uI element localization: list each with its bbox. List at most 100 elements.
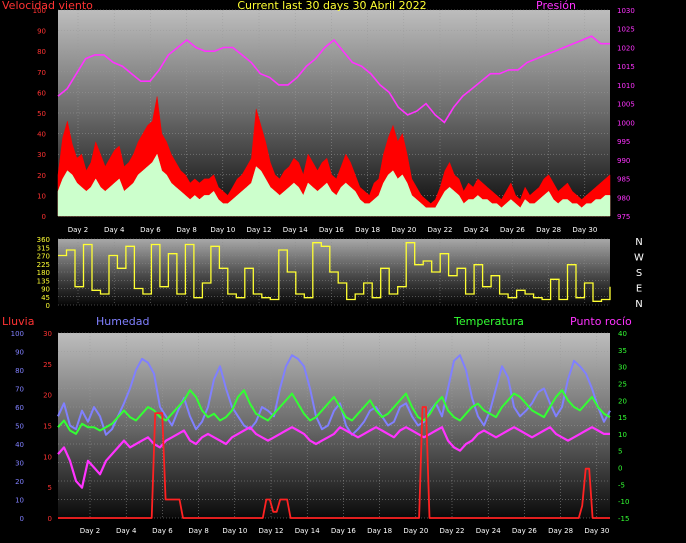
line-pressure (57, 35, 610, 124)
x-tick-label-bottom: Day 26 (512, 527, 538, 535)
y-tick-label-wind: 10 (37, 192, 46, 200)
compass-label: W (634, 253, 644, 264)
y-tick-label-wind: 90 (37, 28, 46, 36)
x-tick-label-top: Day 4 (104, 226, 125, 234)
x-tick-label-top: Day 20 (391, 226, 416, 234)
y-tick-label-direction: 90 (41, 286, 50, 294)
x-tick-label-bottom: Day 2 (80, 527, 101, 535)
label-lluvia: Lluvia (2, 315, 34, 328)
y-tick-label-pressure: 980 (617, 194, 630, 202)
label-velocidad-viento: Velocidad viento (2, 0, 93, 12)
y-tick-label-humidity: 50 (15, 423, 24, 431)
y-tick-label-rain: 10 (43, 453, 52, 461)
y-tick-label-wind: 40 (37, 131, 46, 139)
x-tick-label-bottom: Day 10 (222, 527, 247, 535)
y-tick-label-humidity: 40 (15, 441, 24, 449)
y-tick-label-direction: 315 (37, 244, 50, 252)
x-tick-label-bottom: Day 30 (584, 527, 609, 535)
grid-bottom (58, 332, 610, 519)
x-tick-label-bottom: Day 28 (548, 527, 573, 535)
y-tick-label-direction: 180 (37, 269, 50, 277)
compass-label: N (635, 237, 642, 248)
x-tick-label-top: Day 6 (140, 226, 161, 234)
x-tick-label-top: Day 8 (176, 226, 197, 234)
x-tick-label-top: Day 28 (536, 226, 561, 234)
y-tick-label-humidity: 80 (15, 367, 24, 375)
y-tick-label-temperature: 5 (618, 448, 622, 456)
grid-direction (58, 238, 610, 306)
y-tick-label-wind: 30 (37, 151, 46, 159)
y-tick-label-rain: 25 (43, 361, 52, 369)
x-tick-label-top: Day 26 (500, 226, 526, 234)
y-tick-label-temperature: -5 (618, 481, 625, 489)
label-punto-rocio: Punto rocío (570, 315, 632, 328)
y-tick-label-temperature: 25 (618, 380, 627, 388)
label-presion: Presión (536, 0, 576, 12)
x-tick-label-top: Day 16 (319, 226, 345, 234)
x-tick-label-bottom: Day 6 (152, 527, 173, 535)
y-tick-label-rain: 30 (43, 330, 52, 338)
y-tick-label-rain: 15 (43, 423, 52, 431)
line-wind-direction (58, 242, 611, 302)
y-tick-label-temperature: -15 (618, 515, 629, 523)
x-tick-label-bottom: Day 20 (403, 527, 428, 535)
x-tick-label-top: Day 22 (428, 226, 453, 234)
y-tick-label-rain: 20 (43, 392, 52, 400)
x-tick-label-bottom: Day 18 (367, 527, 392, 535)
compass-label: N (635, 299, 642, 310)
y-tick-label-wind: 100 (33, 7, 46, 15)
line-dewpoint (57, 426, 610, 489)
x-tick-label-bottom: Day 8 (188, 527, 209, 535)
y-tick-label-direction: 45 (41, 294, 50, 302)
y-tick-label-direction: 225 (37, 261, 50, 269)
y-tick-label-direction: 135 (37, 277, 50, 285)
marks-temp-hum (57, 354, 611, 519)
y-tick-label-pressure: 1015 (617, 63, 635, 71)
y-tick-label-wind: 50 (37, 110, 46, 118)
x-tick-label-top: Day 12 (247, 226, 272, 234)
y-tick-label-pressure: 1025 (617, 26, 635, 34)
x-tick-label-bottom: Day 16 (331, 527, 357, 535)
area-wind-gust (57, 96, 611, 217)
y-tick-label-pressure: 1005 (617, 101, 635, 109)
y-tick-label-temperature: -10 (618, 498, 629, 506)
y-tick-label-temperature: 30 (618, 364, 627, 372)
y-tick-label-pressure: 985 (617, 176, 630, 184)
line-humidity (57, 354, 611, 436)
y-tick-label-pressure: 990 (617, 157, 630, 165)
y-tick-label-temperature: 0 (618, 465, 622, 473)
x-tick-label-top: Day 30 (572, 226, 597, 234)
x-tick-label-top: Day 18 (355, 226, 380, 234)
x-tick-label-bottom: Day 22 (440, 527, 465, 535)
x-tick-label-bottom: Day 14 (295, 527, 321, 535)
y-tick-label-direction: 0 (46, 302, 50, 310)
y-tick-label-humidity: 60 (15, 404, 24, 412)
y-tick-label-pressure: 975 (617, 213, 630, 221)
label-temperatura: Temperatura (453, 315, 524, 328)
y-tick-label-temperature: 10 (618, 431, 627, 439)
marks-direction (58, 242, 611, 302)
y-tick-label-temperature: 15 (618, 414, 627, 422)
area-wind-avg (57, 153, 611, 217)
y-tick-label-pressure: 1000 (617, 119, 635, 127)
chart-title: Current last 30 days 30 Abril 2022 (237, 0, 426, 12)
y-tick-label-rain: 0 (48, 515, 52, 523)
y-tick-label-pressure: 1030 (617, 7, 635, 15)
compass-label: E (636, 284, 642, 295)
y-tick-label-direction: 270 (37, 253, 50, 261)
y-tick-label-pressure: 995 (617, 138, 630, 146)
y-tick-label-wind: 60 (37, 89, 46, 97)
y-tick-label-temperature: 40 (618, 330, 627, 338)
y-tick-label-humidity: 70 (15, 386, 24, 394)
y-tick-label-wind: 70 (37, 69, 46, 77)
marks-wind-pressure (57, 35, 611, 217)
y-tick-label-temperature: 35 (618, 347, 627, 355)
y-tick-label-humidity: 90 (15, 349, 24, 357)
y-tick-label-wind: 80 (37, 48, 46, 56)
x-tick-label-top: Day 14 (283, 226, 309, 234)
y-tick-label-temperature: 20 (618, 397, 627, 405)
axis-labels: 0102030405060708090100975980985990995100… (11, 7, 644, 535)
x-tick-label-bottom: Day 24 (476, 527, 502, 535)
y-tick-label-pressure: 1020 (617, 44, 635, 52)
